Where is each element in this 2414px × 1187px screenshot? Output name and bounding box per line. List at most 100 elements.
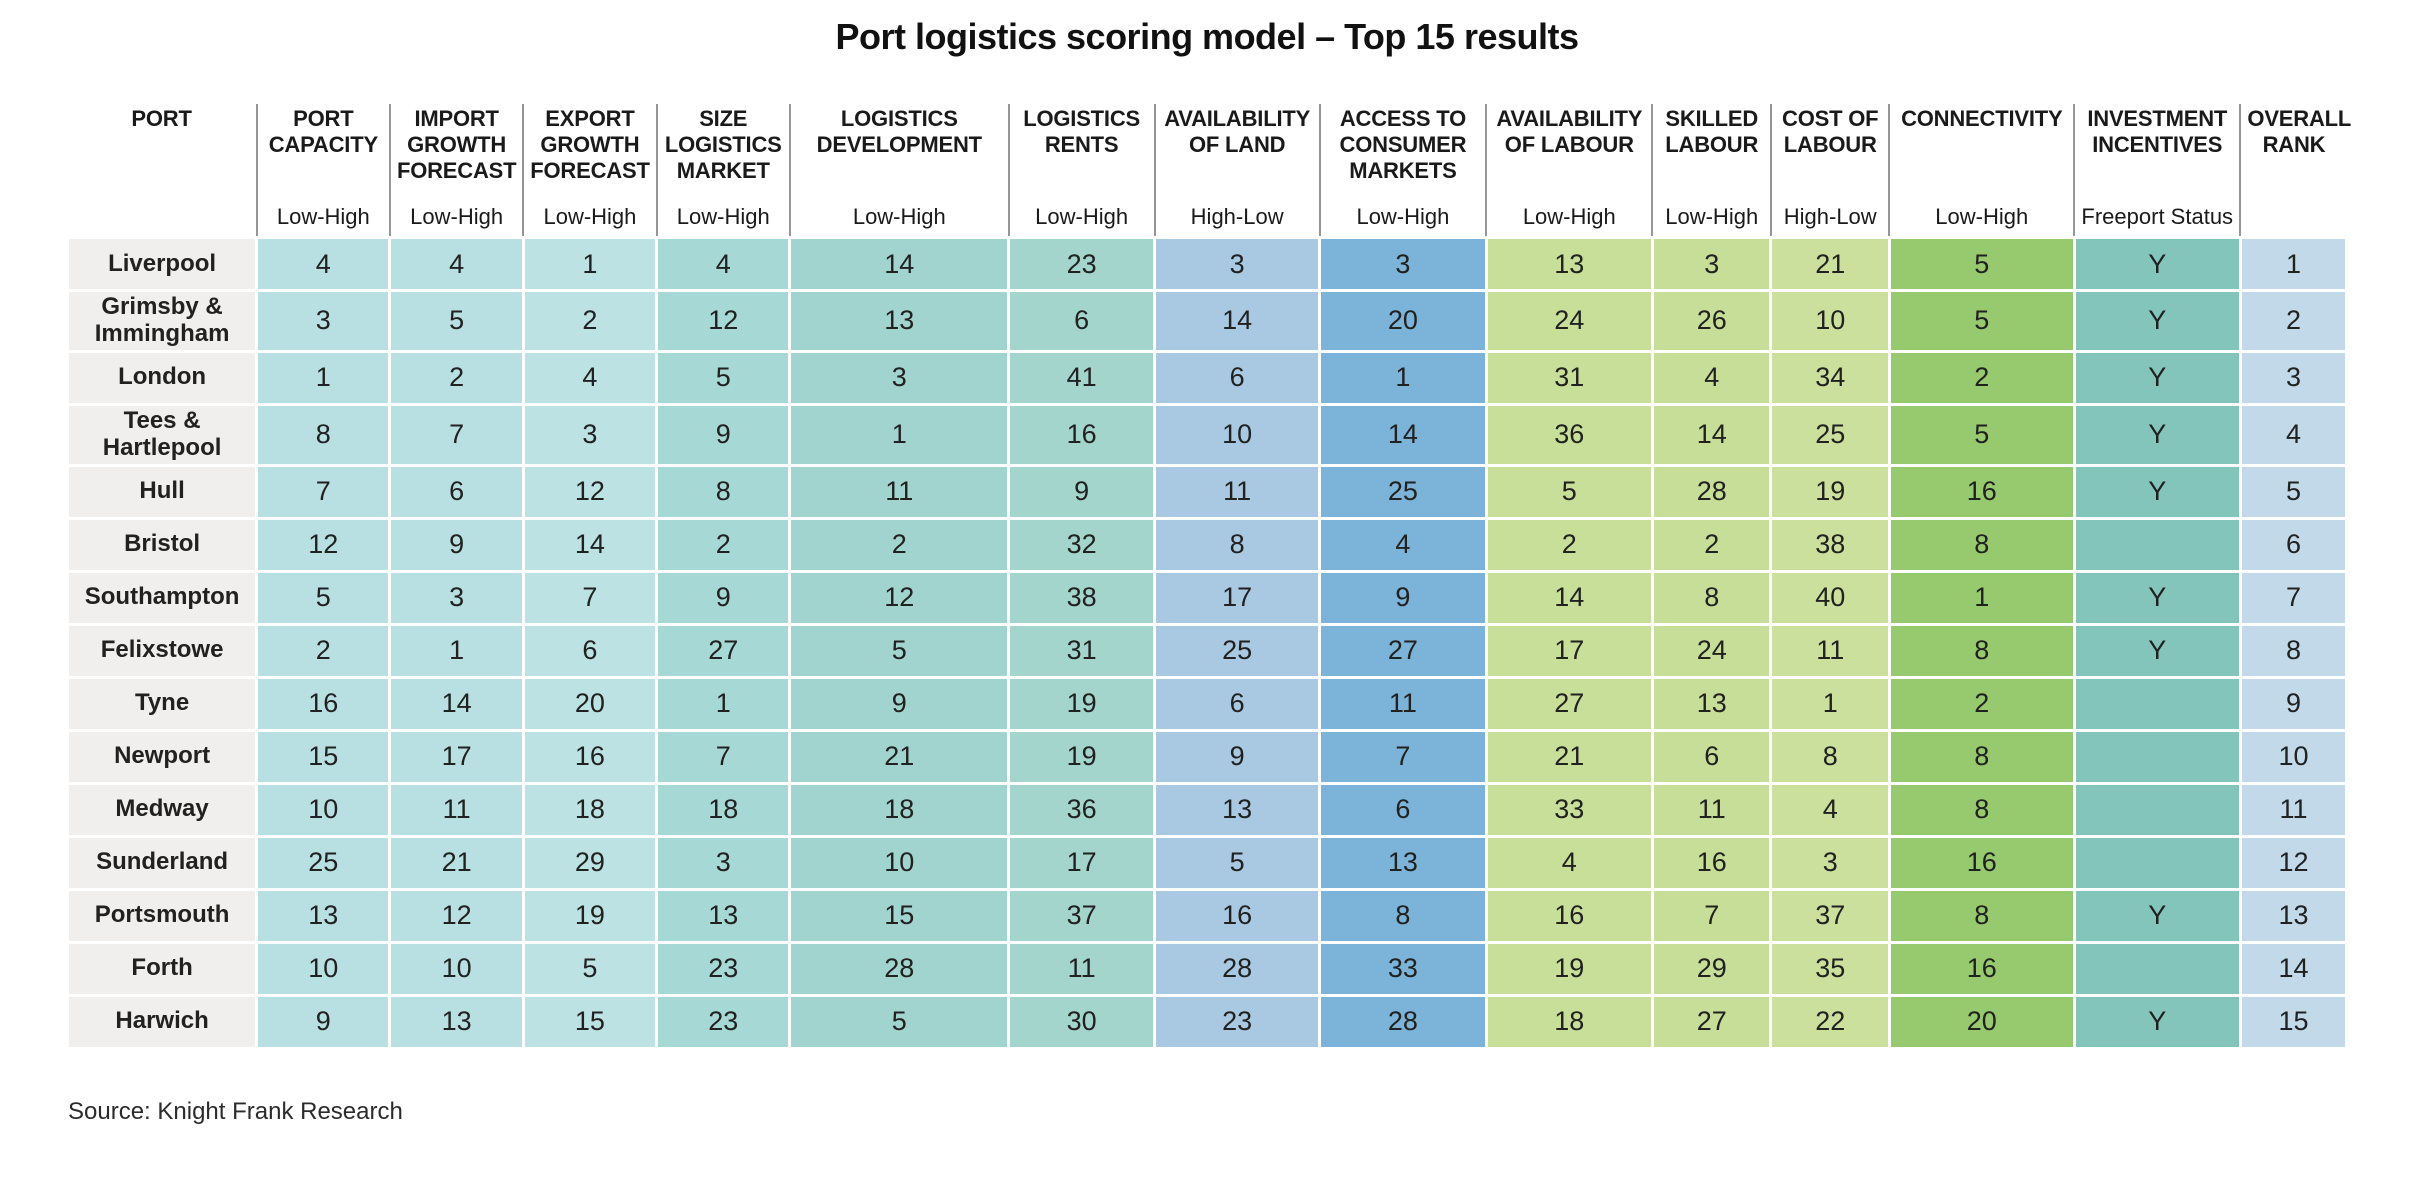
score-cell-logistics-dev: 12	[788, 569, 1011, 626]
score-cell-skilled-labour: 29	[1650, 940, 1773, 997]
score-cell-import-growth: 14	[388, 675, 525, 732]
score-cell-export-growth: 7	[521, 569, 659, 626]
column-header-overall-rank: OVERALL RANK	[2239, 104, 2351, 238]
table-row: Liverpool 4 4 1 4 14 23 3 3 13 3 21 5 Y 1	[65, 236, 2349, 292]
score-cell-availability-land: 8	[1153, 516, 1322, 573]
column-label: SKILLED LABOUR	[1665, 106, 1759, 157]
score-cell-overall-rank: 14	[2238, 940, 2349, 997]
score-cell-size-logistics: 2	[655, 516, 792, 573]
column-label: PORT	[131, 106, 192, 131]
score-cell-logistics-rents: 17	[1007, 834, 1157, 891]
column-header-investment: INVESTMENT INCENTIVES Freeport Status	[2073, 104, 2241, 238]
score-cell-logistics-dev: 10	[788, 834, 1011, 891]
score-cell-availability-land: 16	[1153, 887, 1322, 944]
score-cell-logistics-dev: 2	[788, 516, 1011, 573]
column-sublabel: High-Low	[1783, 204, 1877, 229]
port-name-cell: London	[65, 349, 259, 406]
score-cell-logistics-rents: 30	[1007, 993, 1157, 1050]
score-cell-availability-land: 11	[1153, 463, 1322, 520]
score-cell-port-capacity: 2	[255, 622, 392, 679]
column-header-port: PORT	[68, 104, 257, 238]
score-cell-connectivity: 5	[1887, 236, 2076, 292]
score-cell-cost-of-labour: 22	[1769, 993, 1891, 1050]
score-cell-skilled-labour: 7	[1650, 887, 1773, 944]
score-cell-size-logistics: 8	[655, 463, 792, 520]
score-cell-logistics-dev: 5	[788, 993, 1011, 1050]
column-label: LOGISTICS DEVELOPMENT	[816, 106, 982, 157]
score-cell-access-consumer: 20	[1318, 289, 1488, 353]
score-cell-access-consumer: 27	[1318, 622, 1488, 679]
score-cell-connectivity: 16	[1887, 463, 2076, 520]
score-cell-connectivity: 16	[1887, 940, 2076, 997]
score-cell-logistics-rents: 9	[1007, 463, 1157, 520]
score-cell-logistics-rents: 31	[1007, 622, 1157, 679]
score-cell-export-growth: 6	[521, 622, 659, 679]
score-cell-logistics-rents: 19	[1007, 728, 1157, 785]
score-cell-skilled-labour: 13	[1650, 675, 1773, 732]
score-cell-export-growth: 4	[521, 349, 659, 406]
score-cell-size-logistics: 1	[655, 675, 792, 732]
column-label: INVESTMENT INCENTIVES	[2087, 106, 2228, 157]
score-cell-export-growth: 16	[521, 728, 659, 785]
score-cell-cost-of-labour: 25	[1769, 402, 1891, 467]
score-cell-connectivity: 5	[1887, 402, 2076, 467]
score-cell-access-consumer: 11	[1318, 675, 1488, 732]
score-cell-connectivity: 8	[1887, 516, 2076, 573]
port-name-cell: Tyne	[65, 675, 259, 732]
score-cell-export-growth: 14	[521, 516, 659, 573]
score-cell-overall-rank: 8	[2238, 622, 2349, 679]
table-row: Hull 7 6 12 8 11 9 11 25 5 28 19 16 Y 5	[65, 463, 2349, 520]
score-cell-port-capacity: 5	[255, 569, 392, 626]
score-cell-logistics-rents: 16	[1007, 402, 1157, 467]
score-cell-overall-rank: 9	[2238, 675, 2349, 732]
score-cell-size-logistics: 18	[655, 781, 792, 838]
score-cell-overall-rank: 7	[2238, 569, 2349, 626]
table-row: Southampton 5 3 7 9 12 38 17 9 14 8 40 1 Y 7	[65, 569, 2349, 626]
column-label: IMPORT GROWTH FORECAST	[396, 106, 517, 183]
score-cell-availability-labour: 2	[1484, 516, 1654, 573]
score-cell-availability-labour: 36	[1484, 402, 1654, 467]
score-cell-export-growth: 2	[521, 289, 659, 353]
score-cell-logistics-rents: 32	[1007, 516, 1157, 573]
score-cell-size-logistics: 12	[655, 289, 792, 353]
column-sublabel: Low-High	[410, 204, 504, 229]
port-scoring-table: PORT PORT CAPACITY Low-High IMPORT GROWTH F…	[65, 104, 2351, 1050]
score-cell-investment	[2072, 940, 2242, 997]
score-cell-connectivity: 20	[1887, 993, 2076, 1050]
score-cell-import-growth: 7	[388, 402, 525, 467]
score-cell-availability-labour: 18	[1484, 993, 1654, 1050]
score-cell-logistics-rents: 23	[1007, 236, 1157, 292]
score-cell-investment: Y	[2072, 622, 2242, 679]
score-cell-availability-labour: 16	[1484, 887, 1654, 944]
score-cell-availability-labour: 4	[1484, 834, 1654, 891]
score-cell-availability-land: 6	[1153, 349, 1322, 406]
score-cell-cost-of-labour: 1	[1769, 675, 1891, 732]
score-cell-connectivity: 5	[1887, 289, 2076, 353]
score-cell-overall-rank: 4	[2238, 402, 2349, 467]
score-cell-logistics-rents: 38	[1007, 569, 1157, 626]
score-cell-availability-land: 9	[1153, 728, 1322, 785]
score-cell-skilled-labour: 16	[1650, 834, 1773, 891]
score-cell-skilled-labour: 8	[1650, 569, 1773, 626]
score-cell-port-capacity: 13	[255, 887, 392, 944]
score-cell-logistics-rents: 37	[1007, 887, 1157, 944]
column-header-logistics-rents: LOGISTICS RENTS Low-High	[1007, 104, 1155, 238]
column-header-skilled-labour: SKILLED LABOUR Low-High	[1651, 104, 1771, 238]
score-cell-port-capacity: 12	[255, 516, 392, 573]
table-row: Forth 10 10 5 23 28 11 28 33 19 29 35 16 14	[65, 940, 2349, 997]
score-cell-size-logistics: 9	[655, 569, 792, 626]
column-header-export-growth: EXPORT GROWTH FORECAST Low-High	[522, 104, 657, 238]
score-cell-overall-rank: 6	[2238, 516, 2349, 573]
score-cell-size-logistics: 3	[655, 834, 792, 891]
score-cell-size-logistics: 7	[655, 728, 792, 785]
score-cell-skilled-labour: 28	[1650, 463, 1773, 520]
column-label: AVAILABILITY OF LABOUR	[1496, 106, 1643, 157]
score-cell-investment	[2072, 728, 2242, 785]
score-cell-availability-land: 13	[1153, 781, 1322, 838]
score-cell-size-logistics: 9	[655, 402, 792, 467]
score-cell-investment: Y	[2072, 349, 2242, 406]
score-cell-export-growth: 3	[521, 402, 659, 467]
column-sublabel: Low-High	[1035, 204, 1129, 229]
score-cell-export-growth: 1	[521, 236, 659, 292]
column-sublabel: Low-High	[676, 204, 770, 229]
